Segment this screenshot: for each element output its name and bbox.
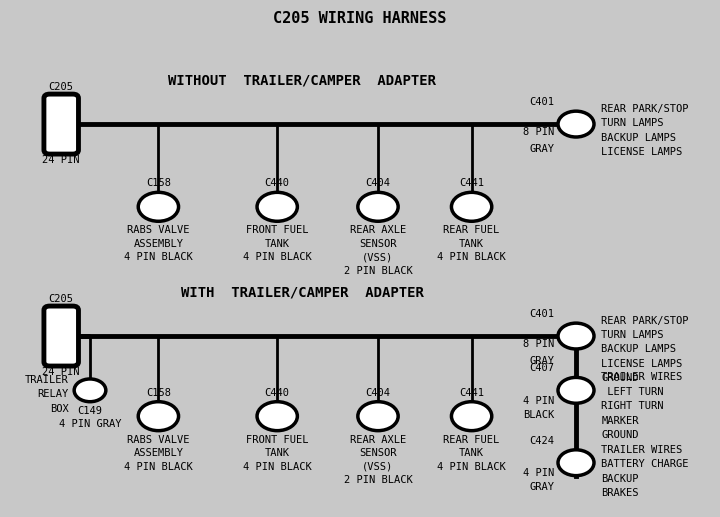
- Text: BOX: BOX: [50, 404, 68, 414]
- Text: RIGHT TURN: RIGHT TURN: [601, 401, 664, 412]
- Text: BATTERY CHARGE: BATTERY CHARGE: [601, 459, 689, 469]
- Text: 2 PIN BLACK: 2 PIN BLACK: [343, 475, 413, 485]
- Text: REAR FUEL: REAR FUEL: [444, 435, 500, 445]
- Text: ASSEMBLY: ASSEMBLY: [133, 448, 184, 458]
- Text: REAR PARK/STOP: REAR PARK/STOP: [601, 103, 689, 114]
- Text: TANK: TANK: [459, 448, 484, 458]
- Text: C158: C158: [146, 178, 171, 188]
- Text: C404: C404: [366, 388, 390, 398]
- Circle shape: [358, 192, 398, 221]
- Text: C407: C407: [529, 363, 554, 373]
- Text: 8 PIN: 8 PIN: [523, 339, 554, 348]
- Text: 4 PIN BLACK: 4 PIN BLACK: [437, 252, 506, 262]
- Text: REAR FUEL: REAR FUEL: [444, 225, 500, 235]
- Text: 4 PIN: 4 PIN: [523, 396, 554, 405]
- Text: GROUND: GROUND: [601, 373, 639, 384]
- Text: C205 WIRING HARNESS: C205 WIRING HARNESS: [274, 10, 446, 26]
- Text: C401: C401: [529, 309, 554, 319]
- Text: 4 PIN BLACK: 4 PIN BLACK: [243, 462, 312, 472]
- Text: MARKER: MARKER: [601, 416, 639, 426]
- Text: 24 PIN: 24 PIN: [42, 367, 80, 377]
- Circle shape: [558, 450, 594, 476]
- Text: TRAILER: TRAILER: [24, 375, 68, 385]
- Circle shape: [358, 402, 398, 431]
- Text: BRAKES: BRAKES: [601, 488, 639, 498]
- Text: BACKUP: BACKUP: [601, 474, 639, 484]
- Text: RABS VALVE: RABS VALVE: [127, 225, 189, 235]
- Text: 4 PIN GRAY: 4 PIN GRAY: [59, 419, 121, 429]
- Text: WITHOUT  TRAILER/CAMPER  ADAPTER: WITHOUT TRAILER/CAMPER ADAPTER: [168, 73, 436, 87]
- Text: C149: C149: [78, 406, 102, 416]
- Text: TURN LAMPS: TURN LAMPS: [601, 118, 664, 128]
- Circle shape: [451, 402, 492, 431]
- Text: LICENSE LAMPS: LICENSE LAMPS: [601, 359, 683, 369]
- Text: C404: C404: [366, 178, 390, 188]
- Text: RABS VALVE: RABS VALVE: [127, 435, 189, 445]
- Text: TRAILER WIRES: TRAILER WIRES: [601, 372, 683, 383]
- Text: C424: C424: [529, 436, 554, 446]
- Circle shape: [558, 323, 594, 349]
- Text: SENSOR: SENSOR: [359, 448, 397, 458]
- Circle shape: [257, 402, 297, 431]
- Text: LEFT TURN: LEFT TURN: [601, 387, 664, 397]
- Text: TANK: TANK: [459, 239, 484, 249]
- Text: C158: C158: [146, 388, 171, 398]
- Text: 2 PIN BLACK: 2 PIN BLACK: [343, 266, 413, 276]
- Text: BACKUP LAMPS: BACKUP LAMPS: [601, 132, 676, 143]
- Text: C440: C440: [265, 178, 289, 188]
- Text: 4 PIN BLACK: 4 PIN BLACK: [437, 462, 506, 472]
- Text: 8 PIN: 8 PIN: [523, 127, 554, 136]
- Text: C441: C441: [459, 178, 484, 188]
- Text: 24 PIN: 24 PIN: [42, 155, 80, 165]
- Circle shape: [558, 377, 594, 403]
- Text: REAR AXLE: REAR AXLE: [350, 435, 406, 445]
- Text: GROUND: GROUND: [601, 430, 639, 440]
- Text: RELAY: RELAY: [37, 389, 68, 400]
- Text: 4 PIN: 4 PIN: [523, 468, 554, 478]
- Text: TANK: TANK: [265, 239, 289, 249]
- Circle shape: [451, 192, 492, 221]
- Text: REAR PARK/STOP: REAR PARK/STOP: [601, 315, 689, 326]
- Text: REAR AXLE: REAR AXLE: [350, 225, 406, 235]
- Text: C205: C205: [49, 82, 73, 92]
- Circle shape: [74, 379, 106, 402]
- Text: C205: C205: [49, 294, 73, 304]
- Circle shape: [138, 402, 179, 431]
- Text: 4 PIN BLACK: 4 PIN BLACK: [124, 462, 193, 472]
- Text: GRAY: GRAY: [529, 144, 554, 154]
- Text: WITH  TRAILER/CAMPER  ADAPTER: WITH TRAILER/CAMPER ADAPTER: [181, 285, 424, 299]
- Text: 4 PIN BLACK: 4 PIN BLACK: [243, 252, 312, 262]
- Text: C441: C441: [459, 388, 484, 398]
- Text: TANK: TANK: [265, 448, 289, 458]
- Text: C440: C440: [265, 388, 289, 398]
- Text: BACKUP LAMPS: BACKUP LAMPS: [601, 344, 676, 355]
- Text: FRONT FUEL: FRONT FUEL: [246, 435, 308, 445]
- Text: (VSS): (VSS): [362, 462, 394, 472]
- Text: GRAY: GRAY: [529, 482, 554, 492]
- Text: SENSOR: SENSOR: [359, 239, 397, 249]
- Text: TURN LAMPS: TURN LAMPS: [601, 330, 664, 340]
- Circle shape: [558, 111, 594, 137]
- FancyBboxPatch shape: [44, 306, 78, 366]
- Circle shape: [138, 192, 179, 221]
- Circle shape: [257, 192, 297, 221]
- Text: TRAILER WIRES: TRAILER WIRES: [601, 445, 683, 455]
- Text: C401: C401: [529, 97, 554, 107]
- Text: BLACK: BLACK: [523, 410, 554, 420]
- Text: 4 PIN BLACK: 4 PIN BLACK: [124, 252, 193, 262]
- Text: GRAY: GRAY: [529, 356, 554, 366]
- Text: LICENSE LAMPS: LICENSE LAMPS: [601, 147, 683, 157]
- Text: ASSEMBLY: ASSEMBLY: [133, 239, 184, 249]
- Text: FRONT FUEL: FRONT FUEL: [246, 225, 308, 235]
- FancyBboxPatch shape: [44, 94, 78, 154]
- Text: (VSS): (VSS): [362, 252, 394, 262]
